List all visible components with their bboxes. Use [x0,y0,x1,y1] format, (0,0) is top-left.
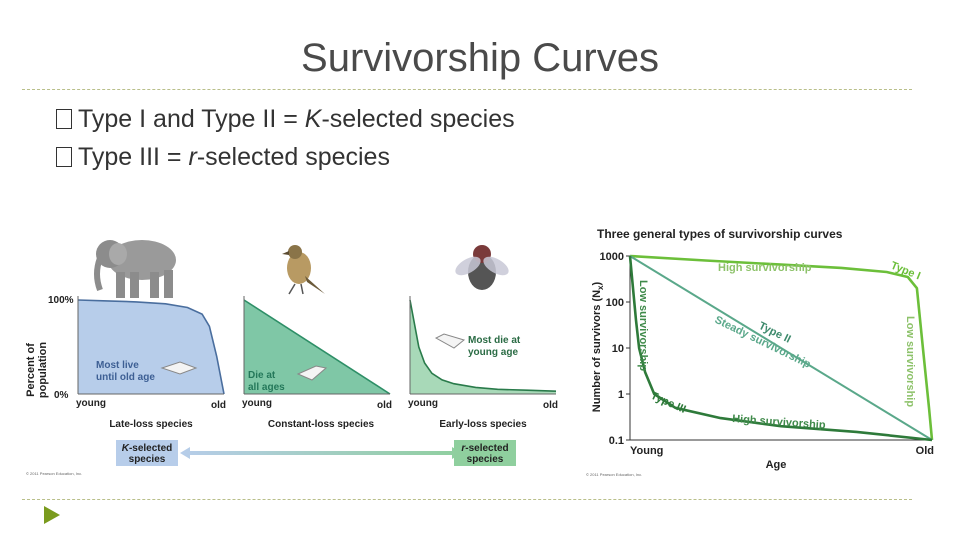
curves-ylabel: Number of survivors (Nx) [591,281,605,412]
k-selected-line2: species [129,454,166,465]
late-loss-x-end: old [211,400,226,411]
constant-loss-note-line1: Die at [248,370,276,381]
constant-loss-note-line2: all ages [248,382,285,393]
early-loss-note-line1: Most die at [468,335,521,346]
bird-icon [282,245,325,295]
early-loss-note-line2: young age [468,347,518,358]
bullet-1-post: -selected species [321,105,515,133]
bullet-2-pre: Type III = [78,143,189,171]
type1-high-annotation: High survivorship [718,262,812,274]
curves-series-group [628,254,934,442]
curves-y-tick-label: 1 [618,389,624,401]
right-credit: © 2011 Pearson Education, Inc. [586,472,642,477]
curves-xtick-young: Young [630,445,663,457]
constant-loss-x-end: old [377,400,392,411]
early-loss-x-end: old [543,400,558,411]
type1-curve [629,254,934,441]
selection-double-arrow [180,447,462,459]
early-loss-caption: Early-loss species [439,419,527,430]
late-loss-note: Most live until old age [96,360,198,383]
curves-xlabel: Age [766,459,787,471]
panels-ytick-top: 100% [48,295,74,306]
type1-label: Type I [889,260,922,283]
curves-y-tick-label: 10 [612,343,624,355]
r-selected-label: r-selected [461,443,508,454]
k-selected-box [116,440,178,466]
type3-low-annotation: Low survivorship [637,280,649,371]
checkbox-bullet-icon [56,109,72,129]
footer-divider [22,499,912,500]
early-loss-x-start: young [408,398,438,409]
bullet-1-pre: Type I and Type II = [78,105,305,133]
curves-y-tick-label: 0.1 [609,435,624,447]
bullet-2-post: -selected species [196,143,390,171]
fly-icon [455,245,509,290]
left-credit: © 2011 Pearson Education, Inc. [26,471,82,476]
checkbox-bullet-icon [56,147,72,167]
constant-loss-x-start: young [242,398,272,409]
constant-loss-curve [243,299,391,395]
early-loss-note: Most die at young age [434,333,521,358]
late-loss-x-start: young [76,398,106,409]
bullet-2-em: r [188,143,197,171]
bullet-2: Type III = r-selected species [56,143,390,172]
constant-loss-note: Die at all ages [248,365,328,393]
elephant-icon [94,240,176,298]
type2-curve [629,255,933,441]
pointing-hand-icon [160,361,198,375]
panels-ytick-bottom: 0% [54,390,69,401]
slide-marker-arrow-icon [44,506,60,524]
curves-y-tick-label: 100 [606,297,624,309]
panels-ylabel-line2: population [37,342,49,398]
type1-low-annotation: Low survivorship [904,316,916,407]
type3-label: Type III [649,390,688,416]
survivorship-curves-chart: Three general types of survivorship curv… [586,227,934,477]
late-loss-curve [77,299,225,395]
constant-loss-caption: Constant-loss species [268,419,375,430]
curves-y-ticks: 1000 100 10 1 0.1 [600,251,630,447]
pointing-hand-icon [434,333,466,349]
k-selected-label: K-selected [122,443,173,454]
panels-ylabel-line1: Percent of [25,343,37,397]
type3-high-annotation: High survivorship [732,413,826,432]
slide-title: Survivorship Curves [301,36,659,80]
r-selected-line2: species [467,454,504,465]
late-loss-caption: Late-loss species [109,419,193,430]
early-loss-area [410,300,556,394]
curves-xtick-old: Old [916,445,934,457]
pointing-hand-icon [296,365,328,381]
bullet-1-em: K [304,105,322,133]
bullet-1: Type I and Type II = K-selected species [56,105,515,134]
early-loss-curve [409,299,557,392]
survivorship-panels-figure: Percent of population 100% 0% young old La… [25,240,558,476]
title-divider [22,89,912,90]
early-loss-panel: young old Early-loss species [408,296,558,430]
late-loss-note-line2: until old age [96,372,155,383]
r-selected-box [454,440,516,466]
curves-title: Three general types of survivorship curv… [597,227,843,241]
curves-y-tick-label: 1000 [600,251,624,263]
late-loss-note-line1: Most live [96,360,139,371]
type3-curve [628,255,933,442]
